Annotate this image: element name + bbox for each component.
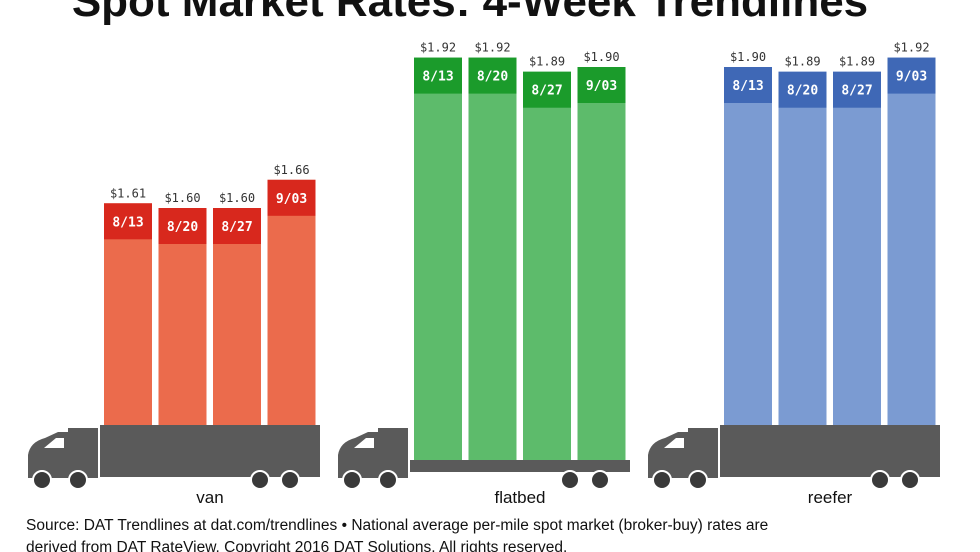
bar — [724, 67, 772, 425]
bar-date: 8/13 — [422, 70, 453, 85]
value-label: $1.61 — [110, 186, 146, 200]
value-label: $1.92 — [420, 41, 456, 55]
value-label: $1.89 — [839, 55, 875, 69]
wheel — [280, 470, 300, 490]
value-label: $1.90 — [583, 50, 619, 64]
bar-date: 8/20 — [167, 220, 198, 235]
truck-cab — [648, 428, 718, 478]
wheel — [68, 470, 88, 490]
bar — [267, 179, 316, 425]
wheel — [688, 470, 708, 490]
bar-date: 8/13 — [112, 215, 143, 230]
bar-date: 8/27 — [531, 84, 562, 99]
bar — [778, 71, 827, 425]
bar-label-band — [833, 71, 881, 108]
bar-label-band — [213, 208, 261, 244]
value-label: $1.60 — [219, 191, 255, 205]
bar-label-band — [267, 179, 316, 216]
truck-cab — [28, 428, 98, 478]
value-label: $1.60 — [164, 191, 200, 205]
bar-label-band — [468, 57, 517, 94]
group-label: flatbed — [494, 488, 545, 507]
bar-label-band — [104, 203, 152, 240]
wheel — [378, 470, 398, 490]
bar — [577, 67, 626, 460]
value-label: $1.89 — [529, 55, 565, 69]
bar-label-band — [778, 71, 827, 108]
bar-label-band — [577, 67, 626, 103]
truck-cab — [338, 428, 408, 478]
wheel — [560, 470, 580, 490]
bar-date: 9/03 — [586, 79, 617, 94]
wheel — [900, 470, 920, 490]
value-label: $1.89 — [784, 55, 820, 69]
value-label: $1.90 — [730, 50, 766, 64]
wheel — [590, 470, 610, 490]
cab-window — [44, 438, 64, 448]
bar-date: 8/27 — [221, 220, 252, 235]
bar — [158, 208, 207, 425]
bar — [833, 71, 881, 425]
bar-label-band — [724, 67, 772, 103]
bar — [468, 57, 517, 460]
wheel — [250, 470, 270, 490]
bar-date: 8/20 — [787, 84, 818, 99]
bar-date: 8/13 — [732, 79, 763, 94]
trailer-deck — [410, 460, 630, 472]
bar — [414, 57, 462, 460]
value-label: $1.92 — [893, 41, 929, 55]
cab-window — [354, 438, 374, 448]
bar — [523, 71, 571, 460]
group-label: reefer — [808, 488, 853, 507]
cab-window — [664, 438, 684, 448]
group-label: van — [196, 488, 223, 507]
wheel — [32, 470, 52, 490]
bar-label-band — [414, 57, 462, 94]
value-label: $1.92 — [474, 41, 510, 55]
chart-title: Spot Market Rates: 4-Week Trendlines — [72, 0, 868, 26]
bar-date: 8/27 — [841, 84, 872, 99]
trailer — [100, 425, 320, 477]
wheel — [870, 470, 890, 490]
bar — [213, 208, 261, 425]
bar-label-band — [158, 208, 207, 244]
trailer — [720, 425, 940, 477]
source-note: derived from DAT RateView. Copyright 201… — [26, 539, 567, 552]
bar-date: 9/03 — [276, 192, 307, 207]
bar-label-band — [887, 57, 936, 94]
source-note: Source: DAT Trendlines at dat.com/trendl… — [26, 517, 768, 534]
bar-label-band — [523, 71, 571, 108]
bar-date: 8/20 — [477, 70, 508, 85]
bar — [104, 203, 152, 425]
value-label: $1.66 — [273, 163, 309, 177]
wheel — [342, 470, 362, 490]
bar — [887, 57, 936, 425]
bar-date: 9/03 — [896, 70, 927, 85]
wheel — [652, 470, 672, 490]
